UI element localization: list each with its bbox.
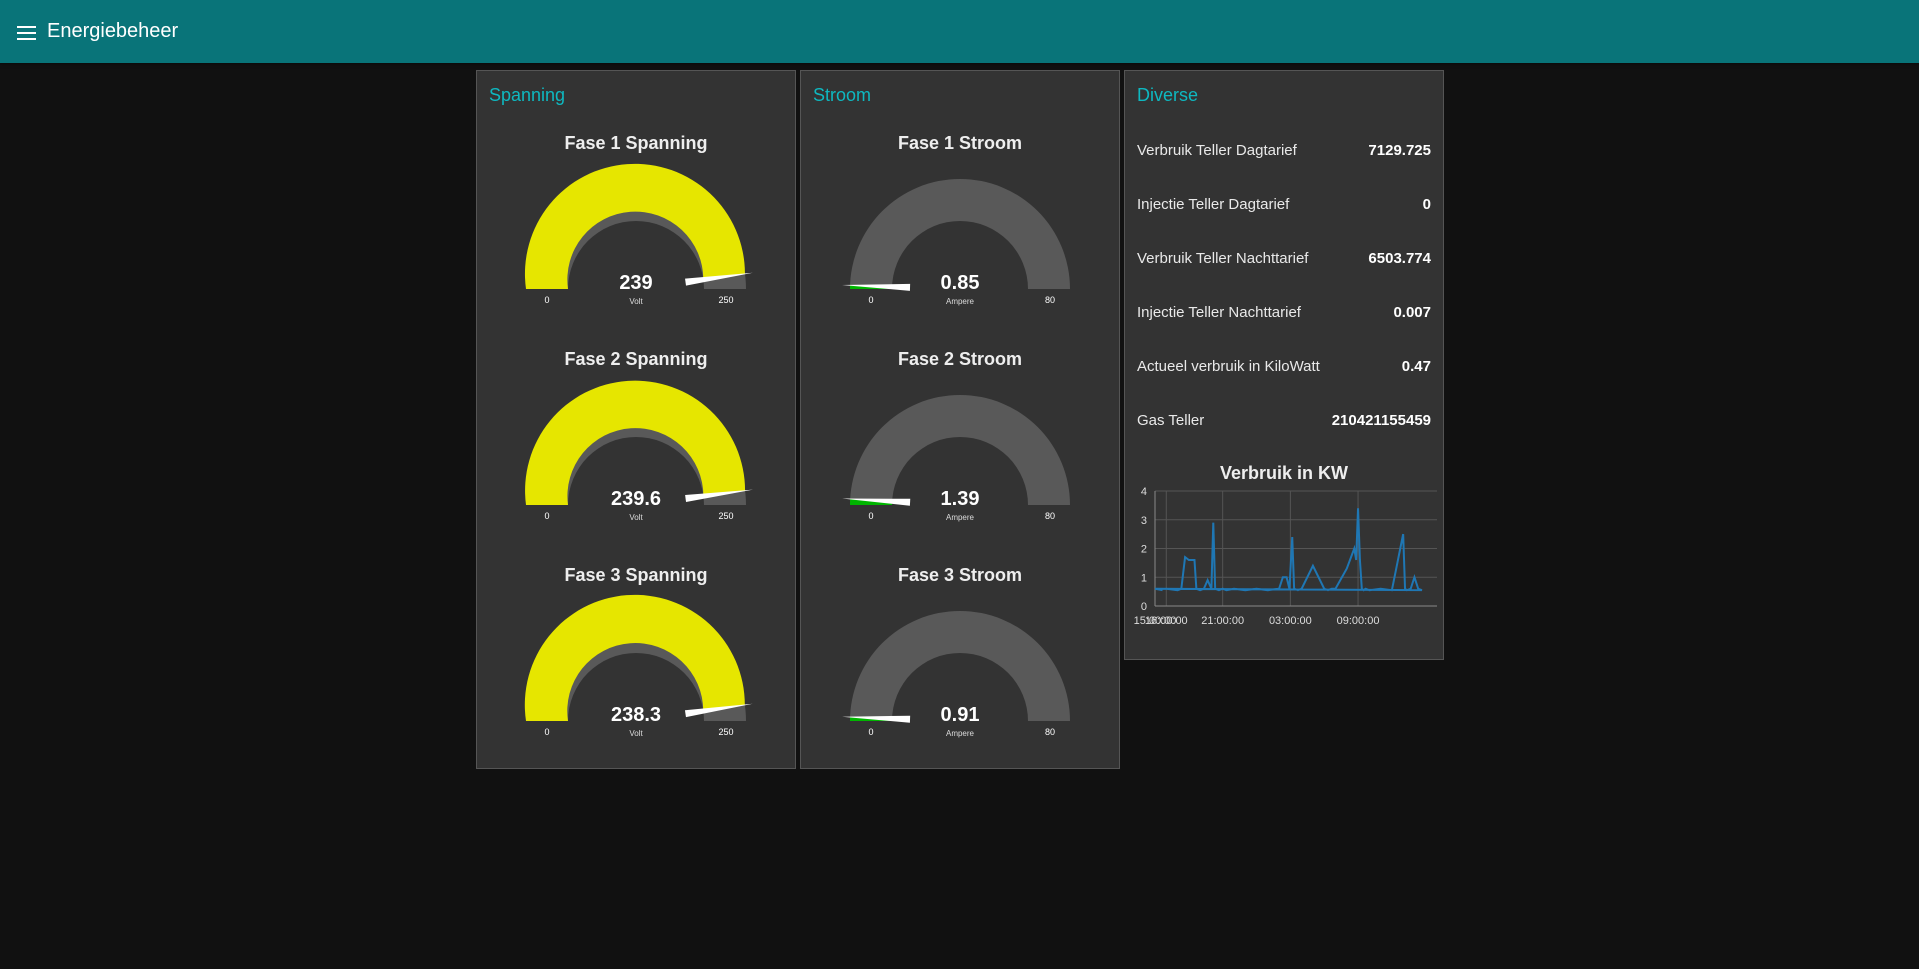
gauge-track — [850, 394, 1070, 505]
gauge-dial: 0.85 Ampere 0 80 — [842, 178, 1070, 306]
gauge-dial: 238.3 Volt 0 250 — [524, 594, 753, 738]
gauge-value: 0.91 — [941, 704, 980, 726]
gauge-max: 250 — [718, 727, 733, 737]
row-injectie-dagtarief: Injectie Teller Dagtarief 0 — [1137, 196, 1431, 216]
stroom-card: Stroom Fase 1 Stroom 0.85 Ampere 0 80 Fase 2 … — [800, 70, 1120, 769]
gauge-2: Fase 2 Spanning 239.6 Volt 0 250 — [477, 287, 795, 527]
chart-xtick-label: 16:00:00 — [1145, 615, 1188, 627]
gauge-min: 0 — [544, 727, 549, 737]
gauge-track — [850, 610, 1070, 721]
gauge-max: 250 — [718, 295, 733, 305]
gauge-value: 1.39 — [941, 488, 980, 510]
chart-xtick-label: 03:00:00 — [1269, 615, 1312, 627]
gauge-title: Fase 2 Stroom — [897, 349, 1023, 369]
gauge-needle — [842, 498, 911, 506]
gauge-min: 0 — [544, 511, 549, 521]
verbruik-chart: 0 1 2 3 4 15:00:00 21:00:00 03:00:00 09:00:00 16:… — [1134, 486, 1437, 627]
gauge-min: 0 — [868, 295, 873, 305]
row-actueel-verbruik: Actueel verbruik in KiloWatt 0.47 — [1137, 358, 1431, 378]
row-verbruik-dagtarief: Verbruik Teller Dagtarief 7129.725 — [1137, 142, 1431, 162]
gauge-unit: Ampere — [946, 297, 975, 306]
gauge-needle — [685, 489, 753, 502]
gauge-unit: Volt — [629, 297, 643, 306]
row-label: Verbruik Teller Nachttarief — [1137, 250, 1309, 267]
chart-ytick-label: 0 — [1141, 601, 1147, 613]
chart-ytick-label: 1 — [1141, 572, 1147, 584]
gauge-2: Fase 2 Stroom 1.39 Ampere 0 80 — [801, 287, 1119, 527]
gauge-value: 0.85 — [941, 272, 980, 294]
gauge-value: 239 — [619, 272, 652, 294]
gauge-dial: 239.6 Volt 0 250 — [525, 380, 753, 522]
gauge-title: Fase 1 Spanning — [564, 133, 708, 153]
gauge-unit: Ampere — [946, 513, 975, 522]
gauge-fill — [524, 594, 745, 721]
chart-ytick-label: 3 — [1141, 515, 1147, 527]
row-label: Injectie Teller Nachttarief — [1137, 304, 1301, 321]
gauge-needle — [842, 715, 911, 723]
gauge-min: 0 — [868, 727, 873, 737]
gauge-unit: Ampere — [946, 729, 975, 738]
gauge-fill — [524, 163, 745, 289]
row-value: 7129.725 — [1368, 142, 1431, 159]
gauge-unit: Volt — [629, 513, 643, 522]
gauge-3: Fase 3 Spanning 238.3 Volt 0 250 — [477, 503, 795, 743]
gauge-title: Fase 3 Stroom — [897, 565, 1023, 585]
gauge-unit: Volt — [629, 729, 643, 738]
chart-xtick-label: 21:00:00 — [1201, 615, 1244, 627]
gauge-title: Fase 1 Stroom — [897, 133, 1023, 153]
gauge-needle — [685, 272, 753, 286]
header-bar: Energiebeheer — [0, 0, 1919, 63]
stroom-card-title: Stroom — [813, 85, 872, 105]
gauge-max: 80 — [1045, 295, 1055, 305]
diverse-card-title: Diverse — [1137, 85, 1199, 105]
gauge-fill — [525, 380, 746, 505]
gauge-1: Fase 1 Stroom 0.85 Ampere 0 80 — [801, 71, 1119, 311]
gauge-dial: 1.39 Ampere 0 80 — [842, 394, 1070, 522]
chart-title: Verbruik in KW — [1219, 463, 1349, 483]
chart-ytick-label: 4 — [1141, 486, 1147, 498]
gauge-3: Fase 3 Stroom 0.91 Ampere 0 80 — [801, 503, 1119, 743]
row-value: 0.47 — [1401, 358, 1431, 375]
chart-xtick-label: 09:00:00 — [1337, 615, 1380, 627]
gauge-max: 80 — [1045, 511, 1055, 521]
app-title: Energiebeheer — [47, 20, 179, 42]
spanning-card-title: Spanning — [489, 85, 566, 105]
chart-ytick-label: 2 — [1141, 544, 1147, 556]
row-label: Verbruik Teller Dagtarief — [1137, 142, 1297, 159]
chart-series-line — [1154, 508, 1423, 592]
gauge-min: 0 — [544, 295, 549, 305]
gauge-max: 250 — [718, 511, 733, 521]
gauge-dial: 0.91 Ampere 0 80 — [842, 610, 1070, 738]
row-value: 0 — [1422, 196, 1431, 213]
gauge-track — [850, 178, 1070, 289]
row-value: 0.007 — [1393, 304, 1431, 321]
hamburger-menu-icon[interactable] — [14, 20, 40, 46]
row-label: Gas Teller — [1137, 412, 1205, 429]
row-label: Actueel verbruik in KiloWatt — [1137, 358, 1320, 375]
gauge-needle — [842, 283, 911, 291]
row-injectie-nachttarief: Injectie Teller Nachttarief 0.007 — [1137, 304, 1431, 324]
gauge-value: 238.3 — [611, 704, 661, 726]
row-label: Injectie Teller Dagtarief — [1137, 196, 1290, 213]
gauge-value: 239.6 — [611, 488, 661, 510]
gauge-needle — [684, 703, 753, 718]
gauge-max: 80 — [1045, 727, 1055, 737]
gauge-min: 0 — [868, 511, 873, 521]
spanning-card: Spanning Fase 1 Spanning 239 Volt 0 250 Fase … — [476, 70, 796, 769]
chart-xtick-label: 15:00:00 — [1134, 615, 1177, 627]
row-gas-teller: Gas Teller 210421155459 — [1137, 412, 1431, 432]
row-verbruik-nachttarief: Verbruik Teller Nachttarief 6503.774 — [1137, 250, 1431, 270]
gauge-title: Fase 3 Spanning — [564, 565, 708, 585]
row-value: 210421155459 — [1331, 412, 1431, 429]
diverse-card: Diverse Verbruik Teller Dagtarief 7129.7… — [1124, 70, 1444, 660]
gauge-dial: 239 Volt 0 250 — [524, 163, 753, 306]
gauge-1: Fase 1 Spanning 239 Volt 0 250 — [477, 71, 795, 311]
row-value: 6503.774 — [1368, 250, 1431, 267]
gauge-title: Fase 2 Spanning — [564, 349, 708, 369]
